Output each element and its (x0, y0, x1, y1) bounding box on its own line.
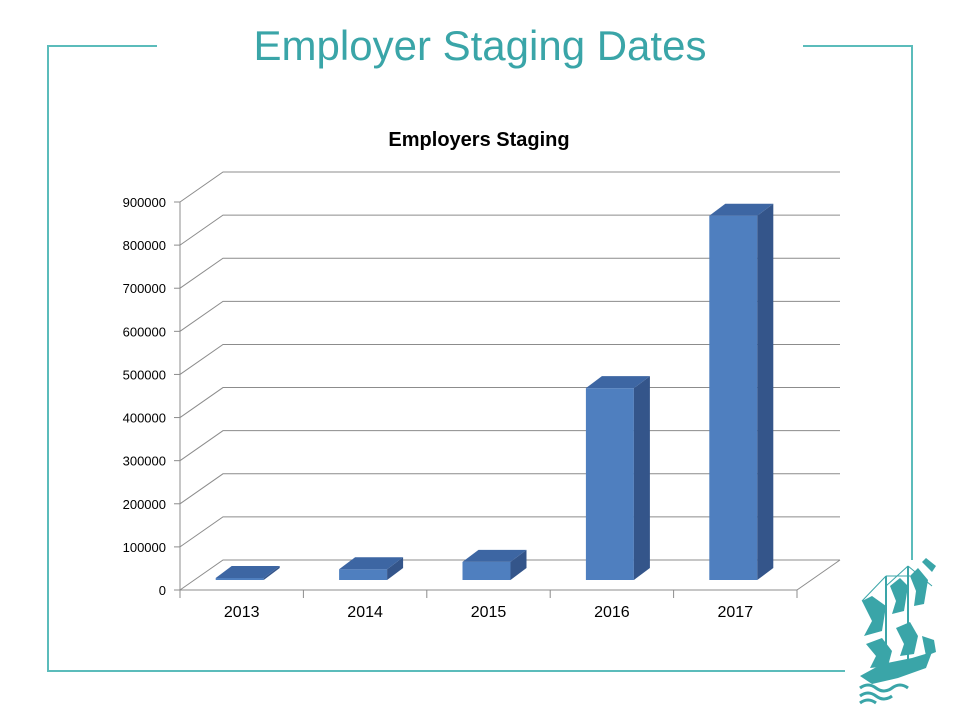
x-tick-label: 2013 (224, 604, 260, 621)
gridline (179, 300, 840, 332)
bar-front (215, 578, 264, 580)
slide-title: Employer Staging Dates (253, 22, 707, 69)
bar (585, 376, 650, 580)
bar (215, 566, 280, 580)
frame-left-line (47, 45, 49, 672)
bar-top (462, 549, 527, 562)
y-tick-label: 500000 (123, 367, 166, 382)
y-tick-label: 100000 (123, 540, 166, 555)
frame-bottom-line (47, 670, 845, 672)
ship-logo-icon (859, 558, 936, 705)
bar-front (339, 569, 388, 580)
x-tick-label: 2017 (718, 604, 754, 621)
bar (462, 549, 527, 580)
y-tick-label: 700000 (123, 281, 166, 296)
frame-top-right-line (803, 45, 913, 47)
bar-side (510, 549, 527, 580)
chart-title: Employers Staging (388, 129, 569, 151)
bar-top (709, 203, 774, 216)
y-tick-label: 200000 (123, 497, 166, 512)
bar-layer (215, 203, 774, 580)
frame-right-line (911, 45, 913, 560)
y-tick-label: 900000 (123, 195, 166, 210)
y-tick-label: 800000 (123, 238, 166, 253)
bar-top (585, 376, 650, 389)
y-tick-layer: 0 100000 200000 300000 400000 500000 600000 700… (123, 195, 166, 598)
y-tick-label: 300000 (123, 454, 166, 469)
bar-side (263, 566, 280, 580)
x-tick-label: 2014 (347, 604, 383, 621)
bar-front (462, 561, 511, 580)
y-tick-label: 600000 (123, 324, 166, 339)
bar-front (709, 215, 758, 580)
gridline (179, 214, 840, 246)
y-tick-label: 400000 (123, 411, 166, 426)
bar-side (757, 203, 774, 580)
x-tick-label: 2016 (594, 604, 630, 621)
floor-edge-line (796, 559, 841, 591)
x-tick-label: 2015 (471, 604, 507, 621)
bar-top (339, 557, 404, 570)
bar-side (387, 557, 404, 580)
x-tick-layer: 2013 2014 2015 2016 2017 (224, 604, 753, 621)
gridline (179, 343, 840, 375)
bar (339, 557, 404, 580)
bar-side (633, 376, 650, 580)
bar (709, 203, 774, 580)
frame-top-left-line (47, 45, 157, 47)
gridline (179, 171, 840, 203)
bar-top (215, 566, 280, 578)
bar-front (585, 388, 634, 580)
gridline (179, 257, 840, 289)
y-tick-label: 0 (159, 583, 166, 598)
